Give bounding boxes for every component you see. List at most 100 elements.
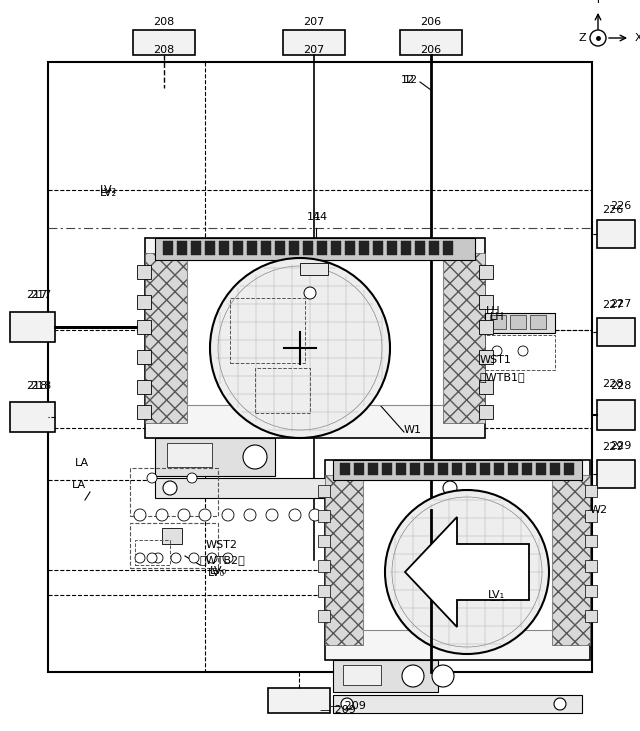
Bar <box>522 463 532 475</box>
Bar <box>552 475 590 645</box>
Bar <box>585 535 597 547</box>
Bar <box>268 688 330 713</box>
Circle shape <box>590 30 606 46</box>
Text: LA: LA <box>75 458 89 468</box>
Bar <box>317 241 327 255</box>
Bar <box>585 585 597 597</box>
Text: LV₁: LV₁ <box>488 590 505 600</box>
Text: LV₂: LV₂ <box>100 185 117 195</box>
Text: 206: 206 <box>420 45 442 55</box>
Bar <box>490 315 506 329</box>
Bar <box>443 253 485 423</box>
Bar <box>345 241 355 255</box>
Bar <box>564 463 574 475</box>
Bar <box>133 30 195 55</box>
Bar <box>145 238 485 438</box>
Bar <box>137 295 151 309</box>
Bar <box>530 315 546 329</box>
Text: 218: 218 <box>26 381 47 391</box>
Bar <box>429 241 439 255</box>
Text: WST2: WST2 <box>206 540 238 550</box>
Bar <box>368 463 378 475</box>
Text: 206: 206 <box>420 17 442 27</box>
Text: LH: LH <box>486 306 500 316</box>
Bar <box>485 313 555 333</box>
Bar <box>424 463 434 475</box>
Bar <box>597 220 635 248</box>
Text: 14: 14 <box>314 212 328 222</box>
Bar <box>318 485 330 497</box>
Circle shape <box>135 553 145 563</box>
Text: 207: 207 <box>303 45 324 55</box>
Text: 226: 226 <box>602 205 623 215</box>
Circle shape <box>309 509 321 521</box>
Bar <box>438 463 448 475</box>
Bar <box>331 241 341 255</box>
Bar <box>275 241 285 255</box>
Bar <box>585 560 597 572</box>
Text: — 209: — 209 <box>330 701 366 711</box>
Bar <box>137 405 151 419</box>
Bar <box>187 260 443 405</box>
Circle shape <box>210 258 390 438</box>
Text: X: X <box>635 33 640 43</box>
Circle shape <box>199 509 211 521</box>
Bar <box>382 463 392 475</box>
Bar <box>205 241 215 255</box>
Bar <box>597 400 635 430</box>
Bar <box>261 241 271 255</box>
Bar <box>155 478 475 498</box>
Circle shape <box>402 665 424 687</box>
Bar <box>325 460 590 660</box>
Bar <box>303 241 313 255</box>
Text: 217: 217 <box>30 290 51 300</box>
Bar <box>300 263 328 275</box>
Circle shape <box>266 509 278 521</box>
Bar <box>396 463 406 475</box>
Text: 227: 227 <box>602 300 623 310</box>
Bar <box>219 241 229 255</box>
Bar <box>155 438 275 476</box>
Text: LA: LA <box>72 480 86 490</box>
Text: 12: 12 <box>401 75 415 85</box>
Text: 228: 228 <box>610 381 632 391</box>
Bar <box>400 30 462 55</box>
Bar <box>585 610 597 622</box>
Text: （WTB2）: （WTB2） <box>199 555 245 565</box>
Polygon shape <box>405 517 529 627</box>
Bar <box>325 475 363 645</box>
Bar <box>137 380 151 394</box>
Bar <box>48 62 592 672</box>
Circle shape <box>289 509 301 521</box>
Bar <box>479 320 493 334</box>
Bar <box>137 350 151 364</box>
Bar <box>480 463 490 475</box>
Bar <box>333 460 582 480</box>
Bar <box>130 523 218 568</box>
Text: 208: 208 <box>154 45 175 55</box>
Bar <box>155 238 475 260</box>
Bar <box>363 480 552 630</box>
Bar <box>340 463 350 475</box>
Text: 12: 12 <box>404 75 418 85</box>
Bar <box>479 350 493 364</box>
Bar <box>318 585 330 597</box>
Circle shape <box>341 698 353 710</box>
Bar <box>585 485 597 497</box>
Text: 208: 208 <box>154 17 175 27</box>
Bar <box>597 318 635 346</box>
Text: LH: LH <box>490 312 504 322</box>
Circle shape <box>207 553 217 563</box>
Text: LV₁: LV₁ <box>490 593 507 603</box>
Bar <box>387 241 397 255</box>
Bar <box>333 660 438 692</box>
Bar <box>145 253 187 423</box>
Bar <box>597 460 635 488</box>
Bar <box>230 298 305 363</box>
Text: 218: 218 <box>30 381 51 391</box>
Circle shape <box>443 481 457 495</box>
Bar <box>191 241 201 255</box>
Text: Y: Y <box>595 0 602 5</box>
Bar <box>137 265 151 279</box>
Circle shape <box>189 553 199 563</box>
